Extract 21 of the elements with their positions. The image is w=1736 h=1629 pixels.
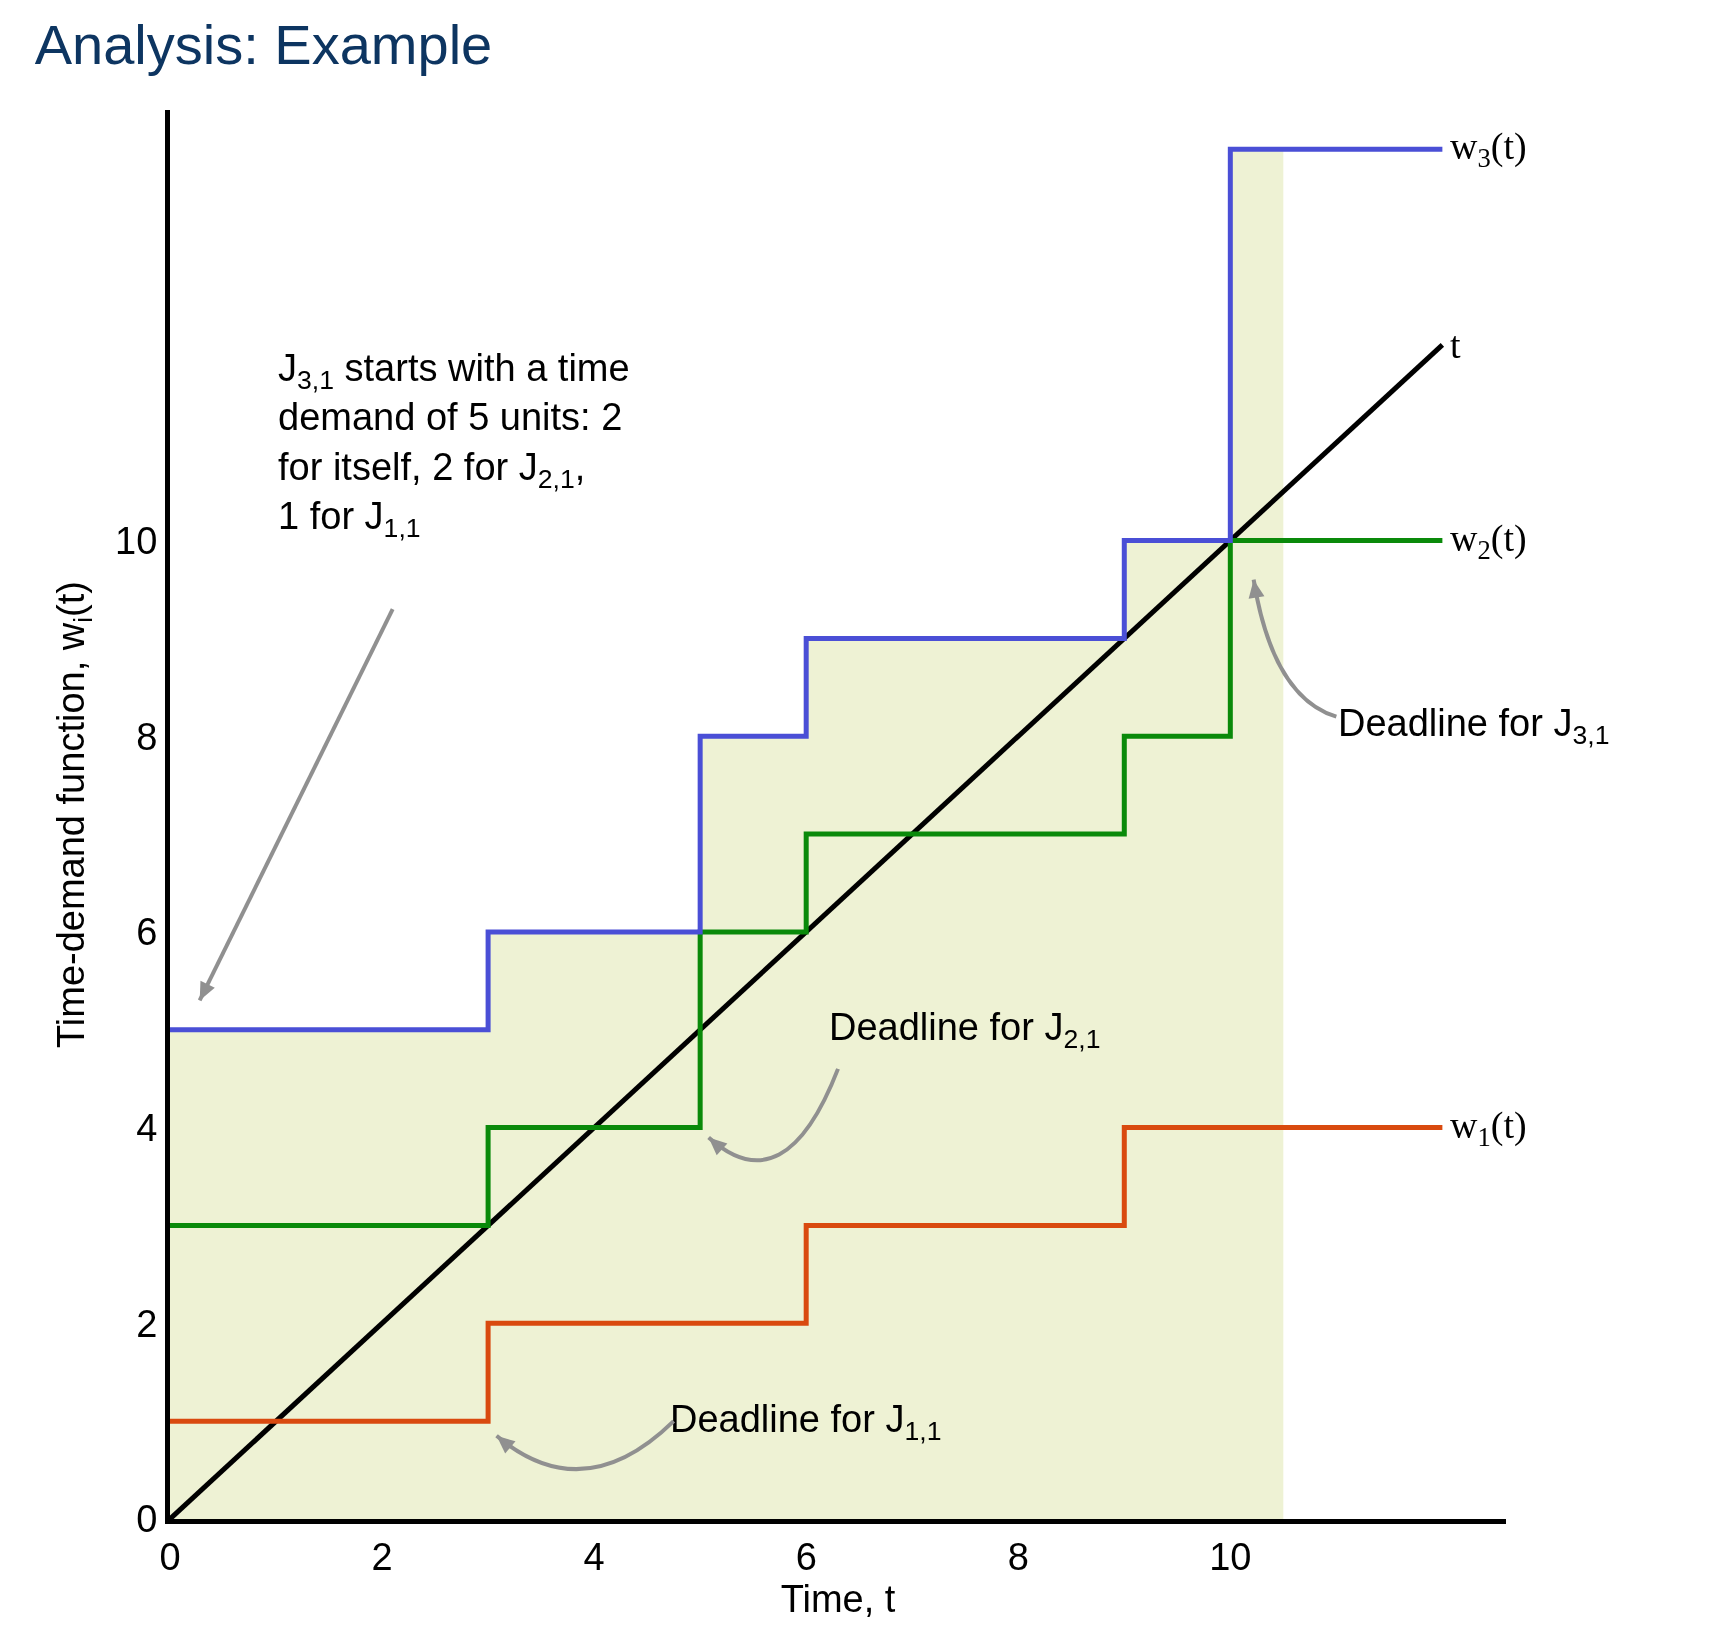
y-tick-label: 4 [136,1106,158,1149]
y-tick-label: 6 [136,911,158,954]
x-axis-title: Time, t [780,1577,896,1620]
series-label: w$_{3}$(t) [1450,125,1527,173]
series-label: w$_{1}$(t) [1450,1104,1527,1152]
text: J$_{3,1}$ starts with a time demand of 5 units: 2 for itself, 2 for J$_{2,1}$, 1 for J$_{1,1}$ [278,347,630,544]
y-tick-label: 10 [115,519,158,562]
y-tick-label: 2 [136,1302,158,1345]
x-tick-label: 10 [1209,1535,1252,1578]
x-tick-label: 4 [583,1535,605,1578]
annotation: Deadline for J$_{2,1}$ [829,1006,1101,1054]
annotation: Deadline for J$_{3,1}$ [1338,702,1610,750]
y-tick-label: 8 [136,715,158,758]
series-label: w$_{2}$(t) [1450,517,1527,565]
x-tick-label: 2 [371,1535,393,1578]
annotation: Deadline for J$_{1,1}$ [670,1398,942,1446]
chart-title: Analysis: Example [34,12,493,76]
series-label: t [1450,324,1461,366]
x-tick-label: 8 [1007,1535,1029,1578]
x-tick-label: 6 [795,1535,817,1578]
y-tick-label: 0 [136,1498,158,1541]
